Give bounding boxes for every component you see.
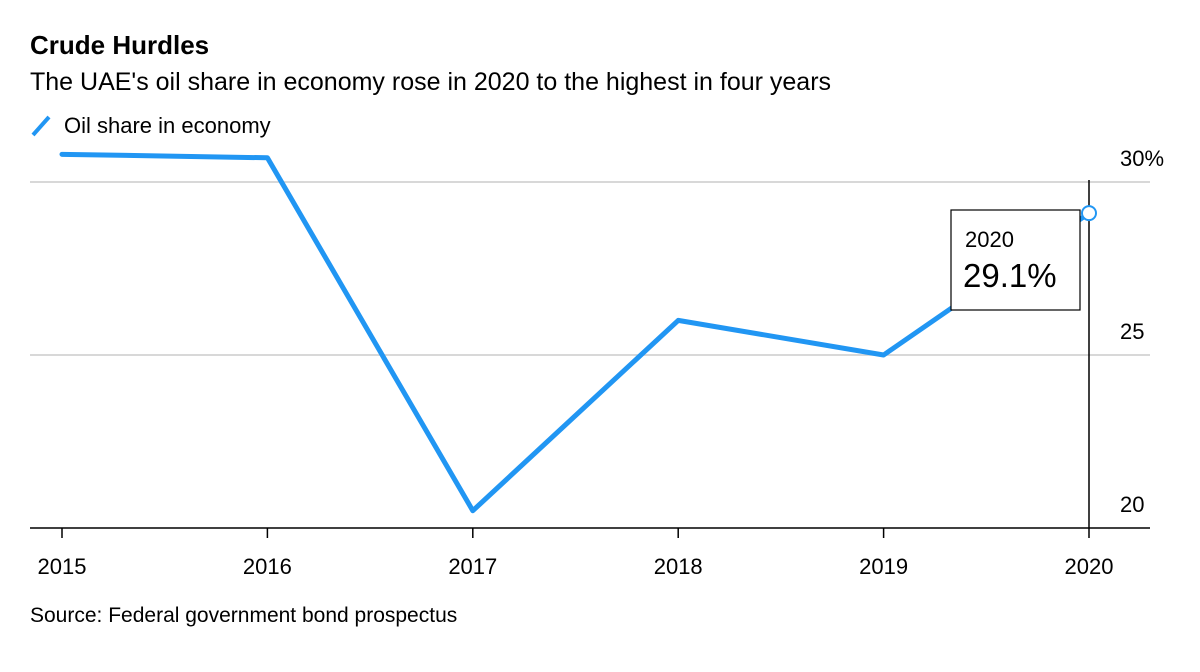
x-tick-label: 2018 <box>654 554 703 579</box>
chart-subtitle: The UAE's oil share in economy rose in 2… <box>30 68 832 96</box>
legend-label: Oil share in economy <box>64 113 271 138</box>
series-line-oil-share <box>59 151 1092 514</box>
annotation-value: 29.1% <box>963 257 1057 294</box>
chart-title: Crude Hurdles <box>30 30 210 60</box>
x-tick-label: 2020 <box>1065 554 1114 579</box>
y-tick-label: 20 <box>1120 492 1144 517</box>
x-tick-label: 2016 <box>243 554 292 579</box>
x-tick-label: 2017 <box>448 554 497 579</box>
annotation-year: 2020 <box>965 227 1014 252</box>
y-tick-label: 25 <box>1120 319 1144 344</box>
data-point-marker <box>1081 205 1097 222</box>
legend-line-icon <box>31 115 51 137</box>
annotation-box <box>950 209 1081 311</box>
legend: Oil share in economy <box>30 113 271 139</box>
y-tick-label: 30% <box>1120 146 1164 171</box>
x-tick-label: 2015 <box>38 554 87 579</box>
x-tick-label: 2019 <box>859 554 908 579</box>
source-note: Source: Federal government bond prospect… <box>30 604 458 627</box>
